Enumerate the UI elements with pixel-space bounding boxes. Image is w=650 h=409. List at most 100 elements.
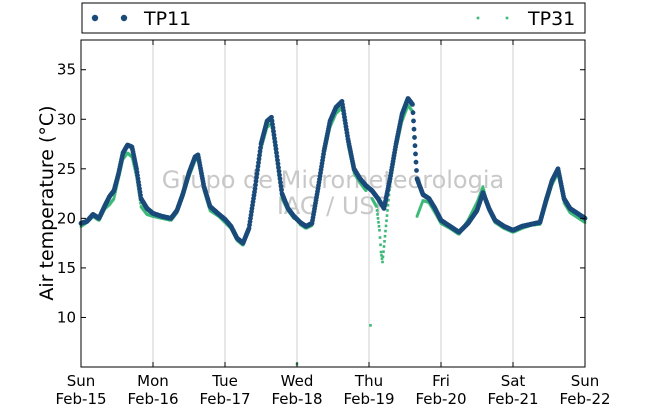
data-point-tp11 [272,139,278,145]
data-point-tp11 [270,121,275,127]
data-point-tp11 [276,168,282,174]
data-point-tp31 [384,229,387,233]
legend-tp31-dot [476,16,480,20]
data-point-tp11 [271,128,276,134]
x-tick-date-label: Feb-21 [487,390,538,408]
x-axis-ticks: SunFeb-15MonFeb-16TueFeb-17WedFeb-18ThuF… [55,40,611,408]
data-point-tp31 [382,245,386,248]
data-point-tp31 [481,185,485,188]
data-point-tp11 [254,171,260,177]
data-point-tp31 [415,215,419,218]
data-point-tp31 [482,187,485,190]
x-tick-day-label: Fri [432,372,450,390]
legend-tp11-label: TP11 [143,8,191,30]
data-point-tp31 [403,113,406,116]
x-tick-date-label: Feb-22 [559,390,610,408]
data-point-tp31 [381,260,384,264]
data-point-tp31 [480,187,484,191]
data-point-tp11 [274,154,280,159]
y-tick-label: 10 [57,308,76,326]
data-point-tp31 [386,209,389,212]
data-point-tp31 [480,189,483,192]
legend-tp11-dot [120,14,128,22]
data-point-tp31 [383,240,386,243]
data-point-tp31 [113,192,117,196]
x-tick-day-label: Tue [211,372,238,390]
data-point-tp11 [252,186,258,192]
data-point-tp31 [386,203,390,207]
data-point-tp31 [377,221,380,224]
data-point-tp31 [384,224,388,228]
data-point-tp11 [255,163,261,169]
data-point-tp31 [375,205,378,208]
data-point-tp11 [270,125,276,131]
data-point-tp31 [382,250,385,253]
data-point-tp31 [417,209,421,213]
data-point-tp11 [412,135,417,140]
data-point-tp11 [253,182,258,188]
data-point-tp11 [410,102,415,107]
data-point-tp31 [113,195,116,198]
data-point-tp31 [377,224,381,228]
data-point-tp11 [272,136,277,141]
grid [152,40,514,367]
x-tick-date-label: Feb-18 [271,390,322,408]
legend-tp31-dot [505,16,509,20]
data-point-tp11 [258,145,263,151]
x-tick-date-label: Feb-20 [415,390,466,408]
data-point-tp31 [476,198,480,202]
data-point-tp11 [414,168,419,173]
data-point-tp31 [378,236,382,239]
data-point-tp31 [420,201,424,205]
legend-tp11-dot [91,14,99,22]
data-point-tp31 [379,250,383,254]
data-point-tp31 [376,213,379,216]
data-point-tp31 [419,205,422,209]
data-point-tp31 [379,243,382,247]
data-point-tp11 [256,160,261,166]
legend-box [81,2,586,34]
data-point-tp11 [269,114,274,120]
data-point-tp31 [380,257,384,260]
data-point-tp11 [253,178,259,184]
data-point-tp31 [387,193,391,197]
data-point-tp31 [416,212,420,216]
x-tick-date-label: Feb-17 [199,390,250,408]
data-point-tp31 [369,324,372,327]
x-tick-day-label: Sat [501,372,526,390]
data-point-tp31 [378,228,381,232]
y-tick-label: 30 [57,110,76,128]
legend-tp31-label: TP31 [527,8,575,30]
data-point-tp31 [112,197,116,200]
data-point-tp11 [273,143,278,148]
data-point-tp31 [380,254,383,257]
data-point-tp31 [403,112,407,115]
x-tick-day-label: Wed [281,372,314,390]
x-tick-day-label: Sun [67,372,96,390]
y-tick-label: 15 [57,259,76,277]
data-point-tp11 [271,132,277,138]
legend-tp11-marker [91,14,128,22]
data-point-tp11 [255,167,260,173]
x-tick-date-label: Feb-15 [55,390,106,408]
y-axis-label: Air temperature (°C) [36,105,58,300]
data-point-tp31 [364,189,368,192]
data-point-tp31 [402,114,406,118]
data-point-tp31 [383,234,387,238]
data-point-tp11 [413,159,419,165]
data-point-tp31 [404,110,407,114]
data-point-tp31 [417,211,420,214]
y-tick-label: 35 [57,61,76,79]
x-tick-date-label: Feb-19 [343,390,394,408]
data-point-tp11 [276,165,281,170]
data-point-tp31 [476,199,479,203]
y-axis-ticks: 10 15 20 25 30 35 [57,61,585,326]
data-point-tp11 [254,175,259,180]
watermark-line-1: Grupo de Micrometeorologia [162,166,504,194]
data-point-tp31 [405,106,409,110]
data-point-tp31 [385,214,389,217]
legend: TP11 TP31 [81,2,586,34]
data-point-tp31 [477,197,480,200]
series-tp11 [78,96,588,246]
